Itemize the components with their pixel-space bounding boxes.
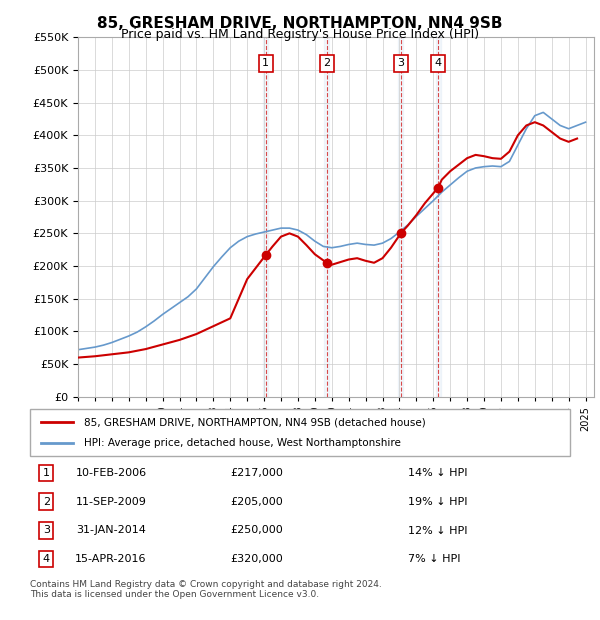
Text: £217,000: £217,000 xyxy=(230,468,283,478)
Bar xyxy=(436,37,441,397)
Text: 4: 4 xyxy=(434,58,442,68)
Text: £205,000: £205,000 xyxy=(230,497,283,507)
Bar xyxy=(324,37,329,397)
Text: 10-FEB-2006: 10-FEB-2006 xyxy=(76,468,146,478)
Text: 15-APR-2016: 15-APR-2016 xyxy=(75,554,147,564)
Text: HPI: Average price, detached house, West Northamptonshire: HPI: Average price, detached house, West… xyxy=(84,438,401,448)
Text: 85, GRESHAM DRIVE, NORTHAMPTON, NN4 9SB: 85, GRESHAM DRIVE, NORTHAMPTON, NN4 9SB xyxy=(97,16,503,30)
Text: 1: 1 xyxy=(262,58,269,68)
Text: Contains HM Land Registry data © Crown copyright and database right 2024.
This d: Contains HM Land Registry data © Crown c… xyxy=(30,580,382,599)
Text: 4: 4 xyxy=(43,554,50,564)
Text: 1: 1 xyxy=(43,468,50,478)
FancyBboxPatch shape xyxy=(30,409,570,456)
Text: 3: 3 xyxy=(397,58,404,68)
Text: 19% ↓ HPI: 19% ↓ HPI xyxy=(408,497,467,507)
Bar xyxy=(263,37,268,397)
Text: 11-SEP-2009: 11-SEP-2009 xyxy=(76,497,146,507)
Text: Price paid vs. HM Land Registry's House Price Index (HPI): Price paid vs. HM Land Registry's House … xyxy=(121,28,479,41)
Bar xyxy=(398,37,403,397)
Text: £250,000: £250,000 xyxy=(230,526,283,536)
Text: 2: 2 xyxy=(43,497,50,507)
Text: 3: 3 xyxy=(43,526,50,536)
Text: 7% ↓ HPI: 7% ↓ HPI xyxy=(408,554,461,564)
Text: 85, GRESHAM DRIVE, NORTHAMPTON, NN4 9SB (detached house): 85, GRESHAM DRIVE, NORTHAMPTON, NN4 9SB … xyxy=(84,417,426,427)
Text: 12% ↓ HPI: 12% ↓ HPI xyxy=(408,526,467,536)
Text: 2: 2 xyxy=(323,58,330,68)
Text: 31-JAN-2014: 31-JAN-2014 xyxy=(76,526,146,536)
Text: 14% ↓ HPI: 14% ↓ HPI xyxy=(408,468,467,478)
Text: £320,000: £320,000 xyxy=(230,554,283,564)
